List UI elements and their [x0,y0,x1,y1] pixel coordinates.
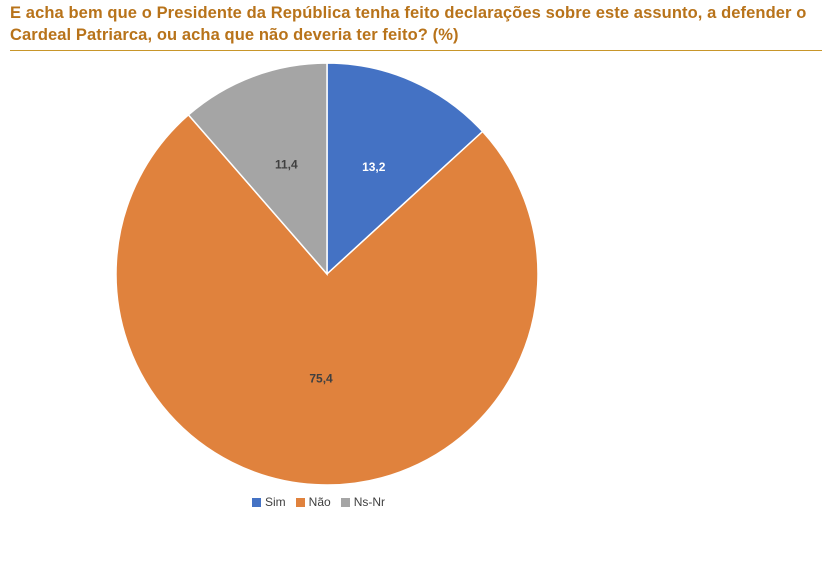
legend-label: Ns-Nr [353,495,386,509]
legend-label: Sim [265,495,286,509]
legend-swatch [340,497,350,507]
legend-item-n-o: Não [295,495,331,509]
legend-item-ns-nr: Ns-Nr [340,495,386,509]
legend-swatch [252,497,261,507]
legend-item-sim: Sim [252,495,286,509]
chart-legend: Sim Não Ns-Nr [252,495,385,509]
data-label-sim: 13,2 [362,160,386,174]
title-bar: E acha bem que o Presidente da República… [10,2,822,51]
legend-label: Não [308,495,331,509]
pie-slice-ns-nr [187,62,328,277]
data-label-ns-nr: 11,4 [275,157,298,171]
chart-title: E acha bem que o Presidente da República… [10,4,807,44]
pie-slice-n-o [115,113,539,486]
pie-slice-sim [326,62,484,276]
legend-swatch [295,497,305,507]
data-label-n-o: 75,4 [309,372,333,386]
